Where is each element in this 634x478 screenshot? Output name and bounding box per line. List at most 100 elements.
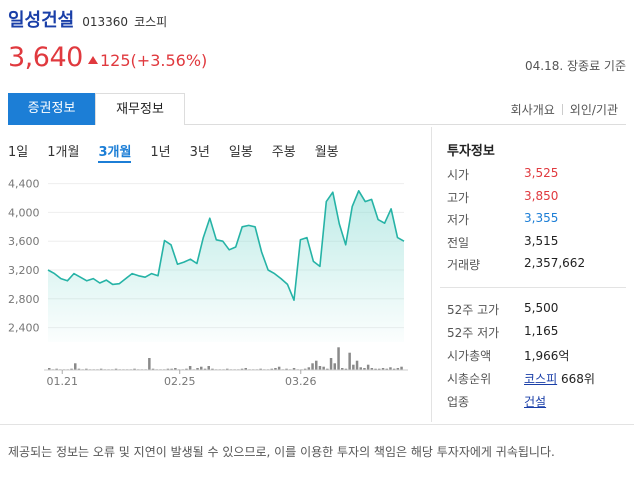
price-row: 3,640 125(+3.56%) 04.18. 장종료 기준 bbox=[8, 42, 626, 76]
volume-bar bbox=[344, 368, 348, 370]
x-tick-label: 01.21 bbox=[46, 375, 78, 388]
volume-bar bbox=[381, 368, 385, 370]
period-selector: 1일 1개월 3개월 1년 3년 일봉 주봉 월봉 bbox=[8, 141, 358, 163]
foreign-institution-link[interactable]: 외인/기관 bbox=[569, 103, 618, 117]
info-value: 코스피 668위 bbox=[524, 370, 595, 387]
volume-bar bbox=[207, 366, 210, 370]
disclaimer: 제공되는 정보는 오류 및 지연이 발생될 수 있으므로, 이를 이용한 투자의… bbox=[8, 445, 555, 459]
company-info-link[interactable]: 회사개요 bbox=[510, 103, 555, 117]
info-value: 3,525 bbox=[524, 166, 559, 180]
period-option[interactable]: 1일 bbox=[8, 145, 29, 160]
column-divider bbox=[431, 127, 432, 422]
volume-bar bbox=[385, 368, 388, 370]
info-label: 업종 bbox=[447, 395, 470, 409]
info-value: 1,966억 bbox=[524, 349, 570, 363]
investment-info-title: 투자정보 bbox=[447, 144, 495, 159]
volume-bar bbox=[355, 360, 359, 370]
volume-bar bbox=[370, 368, 374, 370]
volume-bar bbox=[133, 368, 136, 370]
info-divider bbox=[440, 287, 626, 288]
tab-links: 회사개요 외인/기관 bbox=[511, 101, 618, 118]
volume-bar bbox=[196, 368, 199, 370]
period-option[interactable]: 일봉 bbox=[228, 145, 253, 160]
volume-bar bbox=[329, 358, 333, 370]
tab-financial-info[interactable]: 재무정보 bbox=[95, 93, 185, 125]
divider bbox=[561, 104, 563, 115]
x-tick-label: 02.25 bbox=[164, 375, 196, 388]
volume-bar bbox=[333, 363, 336, 370]
volume-bar bbox=[170, 368, 173, 370]
volume-bar bbox=[326, 368, 329, 370]
info-value: 3,850 bbox=[524, 188, 559, 203]
volume-bar bbox=[315, 360, 318, 370]
y-tick-label: 4,400 bbox=[8, 178, 40, 191]
up-triangle-icon bbox=[88, 56, 98, 64]
price-line bbox=[47, 190, 405, 301]
volume-bar bbox=[74, 363, 77, 370]
volume-bar bbox=[396, 368, 400, 370]
info-label: 52주 고가 bbox=[447, 303, 500, 317]
y-tick-label: 3,600 bbox=[8, 235, 40, 248]
volume-bar bbox=[307, 367, 311, 370]
volume-bar bbox=[151, 368, 155, 370]
volume-bar bbox=[259, 368, 262, 370]
volume-bar bbox=[285, 368, 288, 370]
volume-bar bbox=[85, 368, 88, 370]
volume-bar bbox=[348, 352, 351, 370]
info-value: 3,355 bbox=[524, 211, 559, 225]
volume-bar bbox=[341, 368, 344, 370]
price-area bbox=[48, 190, 404, 342]
info-value: 건설 bbox=[524, 393, 546, 410]
info-label: 시가 bbox=[447, 168, 470, 182]
volume-bar bbox=[70, 368, 73, 370]
info-label: 거래량 bbox=[447, 258, 481, 272]
volume-bar bbox=[244, 368, 247, 370]
period-option[interactable]: 주봉 bbox=[271, 145, 296, 160]
volume-bar bbox=[363, 368, 366, 370]
info-value: 3,515 bbox=[524, 233, 559, 248]
period-option[interactable]: 1년 bbox=[150, 145, 171, 160]
volume-bar bbox=[274, 368, 277, 370]
volume-bar bbox=[318, 366, 322, 370]
volume-bar bbox=[303, 368, 307, 370]
volume-bar bbox=[148, 358, 151, 370]
date-status: 04.18. 장종료 기준 bbox=[525, 59, 626, 73]
y-tick-label: 4,000 bbox=[8, 206, 40, 219]
volume-bar bbox=[188, 366, 192, 370]
info-value-rest: 668위 bbox=[557, 372, 595, 386]
volume-bar bbox=[311, 363, 314, 370]
y-tick-label: 2,400 bbox=[8, 322, 40, 335]
info-label: 저가 bbox=[447, 213, 470, 227]
tab-securities-info[interactable]: 증권정보 bbox=[8, 93, 95, 125]
price-chart: 4,400 4,000 3,600 3,200 2,800 2,400 01.21 02.25… bbox=[8, 178, 408, 388]
stock-header: 일성건설 013360 코스피 bbox=[8, 6, 167, 32]
info-label: 고가 bbox=[447, 190, 470, 205]
info-link[interactable]: 코스피 bbox=[524, 372, 558, 386]
period-option[interactable]: 월봉 bbox=[314, 145, 339, 160]
y-tick-label: 3,200 bbox=[8, 264, 40, 277]
volume-bar bbox=[200, 366, 203, 370]
info-value: 5,500 bbox=[524, 301, 559, 315]
period-option[interactable]: 3년 bbox=[189, 145, 210, 160]
info-value: 2,357,662 bbox=[524, 256, 586, 270]
volume-bar bbox=[292, 368, 296, 370]
volume-bar bbox=[203, 368, 207, 370]
y-tick-label: 2,800 bbox=[8, 293, 40, 306]
volume-bar bbox=[277, 366, 281, 370]
period-option[interactable]: 3개월 bbox=[98, 141, 132, 163]
footer-divider bbox=[0, 424, 634, 425]
market-name: 코스피 bbox=[134, 15, 168, 29]
volume-bar bbox=[392, 368, 396, 370]
info-label: 52주 저가 bbox=[447, 326, 500, 340]
period-option[interactable]: 1개월 bbox=[47, 145, 80, 160]
volume-bar bbox=[77, 368, 81, 370]
info-value: 1,165 bbox=[524, 324, 559, 338]
volume-bar bbox=[322, 366, 325, 370]
x-tick-label: 03.26 bbox=[285, 375, 317, 388]
company-name[interactable]: 일성건설 bbox=[8, 10, 75, 31]
info-link[interactable]: 건설 bbox=[524, 395, 547, 409]
volume-bar bbox=[166, 368, 170, 370]
volume-bar bbox=[400, 366, 403, 370]
price-change: 125(+3.56%) bbox=[100, 51, 208, 70]
current-price: 3,640 bbox=[8, 42, 83, 73]
